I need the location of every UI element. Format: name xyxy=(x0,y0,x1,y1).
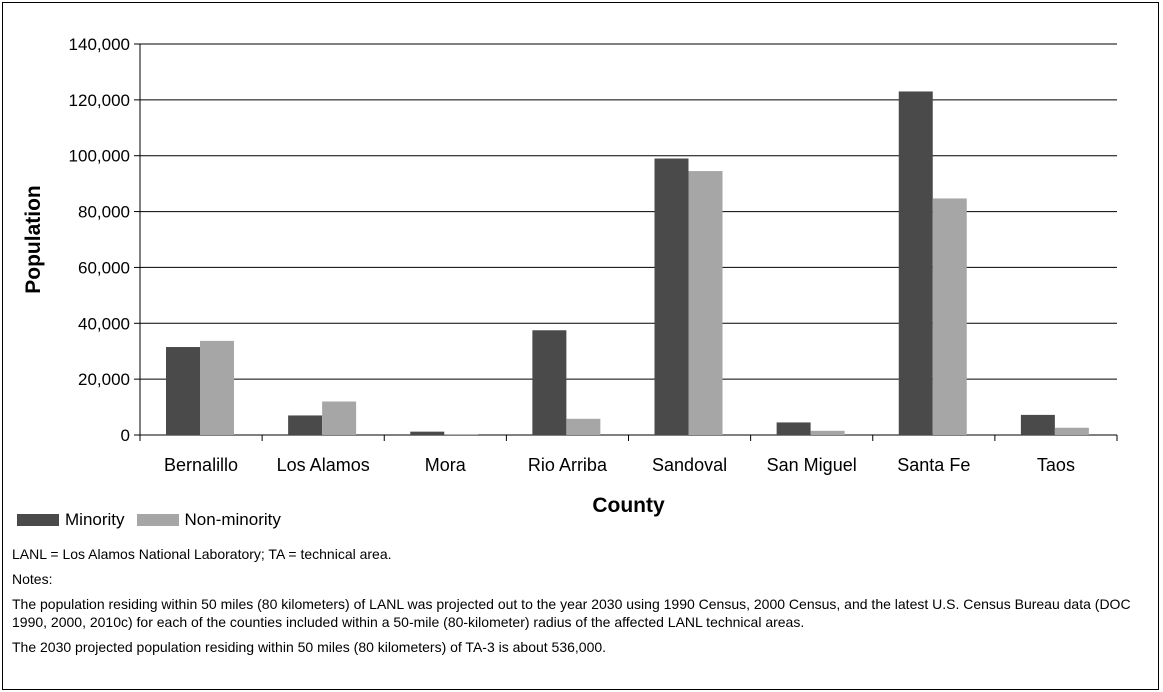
legend-swatch-minority xyxy=(17,514,59,526)
x-axis-title: County xyxy=(592,494,665,517)
y-tick-label: 100,000 xyxy=(69,147,130,166)
bar-minority-santa-fe xyxy=(898,91,933,435)
y-tick-label: 120,000 xyxy=(69,91,130,110)
legend-label-minority: Minority xyxy=(65,510,125,529)
x-tick-label: Santa Fe xyxy=(897,455,970,475)
bar-non-minority-mora xyxy=(444,434,479,435)
bar-non-minority-san-miguel xyxy=(810,430,845,435)
bar-non-minority-bernalillo xyxy=(200,340,234,435)
bar-minority-sandoval xyxy=(654,158,689,435)
bar-non-minority-los-alamos xyxy=(322,401,357,435)
legend: Minority Non-minority xyxy=(17,510,293,530)
legend-label-non-minority: Non-minority xyxy=(184,510,281,529)
x-tick-label: San Miguel xyxy=(767,455,857,475)
bar-non-minority-taos xyxy=(1054,427,1089,435)
x-tick-label: Sandoval xyxy=(652,455,727,475)
bar-non-minority-rio-arriba xyxy=(566,418,601,435)
x-tick-label: Taos xyxy=(1037,455,1075,475)
legend-item-non-minority: Non-minority xyxy=(136,510,281,530)
x-tick-label: Rio Arriba xyxy=(528,455,608,475)
abbreviations-note: LANL = Los Alamos National Laboratory; T… xyxy=(12,546,392,562)
x-tick-label: Mora xyxy=(425,455,467,475)
y-tick-label: 80,000 xyxy=(78,203,130,222)
bar-minority-bernalillo xyxy=(166,347,200,435)
legend-swatch-non-minority xyxy=(136,514,179,526)
notes-block: LANL = Los Alamos National Laboratory; T… xyxy=(12,545,1152,663)
bar-minority-rio-arriba xyxy=(532,330,567,435)
y-axis-title: Population xyxy=(22,185,45,294)
note-projection-method: The population residing within 50 miles … xyxy=(12,596,1131,630)
note-projected-total: The 2030 projected population residing w… xyxy=(12,639,607,655)
bar-non-minority-sandoval xyxy=(688,171,723,435)
y-tick-label: 0 xyxy=(121,426,130,445)
bar-minority-taos xyxy=(1020,414,1055,435)
legend-item-minority: Minority xyxy=(17,510,125,530)
bar-minority-san-miguel xyxy=(776,422,811,435)
x-tick-label: Bernalillo xyxy=(164,455,238,475)
bar-non-minority-santa-fe xyxy=(932,198,967,435)
y-tick-label: 40,000 xyxy=(78,314,130,333)
y-tick-label: 60,000 xyxy=(78,258,130,277)
bar-minority-mora xyxy=(410,431,445,435)
x-tick-label: Los Alamos xyxy=(277,455,370,475)
y-tick-label: 140,000 xyxy=(69,35,130,54)
bar-chart: 0 20,000 40,000 60,000 80,000 100,000 120,000 1… xyxy=(22,35,1118,517)
bar-minority-los-alamos xyxy=(288,415,323,435)
notes-heading: Notes: xyxy=(12,571,53,587)
y-tick-label: 20,000 xyxy=(78,370,130,389)
